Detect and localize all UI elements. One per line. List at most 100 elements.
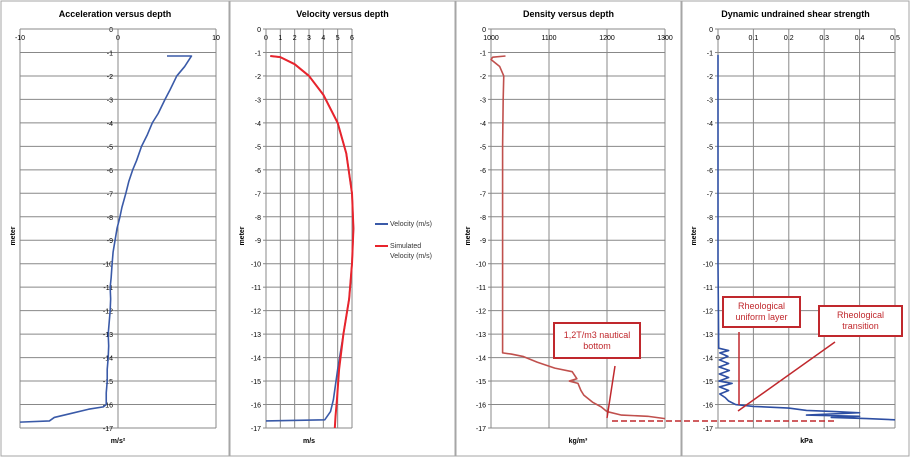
x-tick-label: 5 — [336, 35, 340, 42]
y-tick-label: -16 — [476, 403, 486, 410]
chart-panel — [229, 0, 456, 457]
y-tick-label: -13 — [703, 332, 713, 339]
y-tick-label: -14 — [251, 356, 261, 363]
y-tick-label: 0 — [257, 27, 261, 34]
y-tick-label: -4 — [707, 121, 713, 128]
legend-label: Simulated — [390, 243, 421, 250]
y-tick-label: -12 — [703, 309, 713, 316]
annotation-uniform-layer: Rheological uniform layer — [722, 296, 801, 328]
y-tick-label: -12 — [103, 309, 113, 316]
y-tick-label: -11 — [476, 285, 486, 292]
x-tick-label: 0.3 — [819, 35, 829, 42]
x-tick-label: 1200 — [599, 35, 615, 42]
y-tick-label: -17 — [703, 426, 713, 433]
y-tick-label: -10 — [703, 262, 713, 269]
y-tick-label: -11 — [703, 285, 713, 292]
x-axis-label: m/s — [303, 438, 315, 445]
annotation-leader — [606, 365, 616, 419]
series-line — [270, 54, 355, 429]
y-tick-label: -10 — [103, 262, 113, 269]
y-tick-label: -7 — [707, 191, 713, 198]
y-tick-label: -14 — [703, 356, 713, 363]
y-tick-label: -9 — [480, 238, 486, 245]
chart-title: Density versus depth — [523, 9, 614, 19]
y-tick-label: -8 — [707, 215, 713, 222]
y-tick-label: -6 — [707, 168, 713, 175]
x-tick-label: 0.2 — [784, 35, 794, 42]
x-tick-label: 10 — [212, 35, 220, 42]
x-tick-label: 3 — [307, 35, 311, 42]
chart-title: Velocity versus depth — [296, 9, 389, 19]
y-tick-label: -3 — [255, 97, 261, 104]
y-tick-label: -9 — [707, 238, 713, 245]
y-tick-label: -14 — [476, 356, 486, 363]
x-axis-label: kg/m³ — [569, 438, 588, 445]
y-tick-label: -7 — [255, 191, 261, 198]
x-tick-label: 6 — [350, 35, 354, 42]
y-tick-label: -1 — [707, 50, 713, 57]
y-tick-label: -4 — [107, 121, 113, 128]
y-tick-label: -2 — [480, 74, 486, 81]
y-tick-label: -10 — [476, 262, 486, 269]
chart-panel — [681, 0, 910, 457]
x-tick-label: 1300 — [657, 35, 673, 42]
annotation-transition: Rheological transition — [818, 305, 903, 337]
y-tick-label: -15 — [103, 379, 113, 386]
series-line — [19, 55, 193, 423]
x-tick-label: 2 — [293, 35, 297, 42]
y-tick-label: -1 — [255, 50, 261, 57]
y-tick-label: -1 — [480, 50, 486, 57]
y-tick-label: -5 — [480, 144, 486, 151]
y-tick-label: -2 — [707, 74, 713, 81]
chart-title: Acceleration versus depth — [59, 9, 172, 19]
x-tick-label: 4 — [321, 35, 325, 42]
series-line — [490, 55, 666, 420]
y-axis-label: meter — [239, 226, 246, 245]
y-tick-label: -13 — [251, 332, 261, 339]
y-tick-label: -15 — [251, 379, 261, 386]
chart-panel — [0, 0, 230, 457]
annotation-nautical-bottom: 1,2T/m3 nautical bottom — [553, 322, 641, 359]
y-tick-label: -16 — [103, 403, 113, 410]
y-tick-label: -2 — [255, 74, 261, 81]
y-tick-label: -9 — [107, 238, 113, 245]
y-axis-label: meter — [10, 226, 17, 245]
y-tick-label: -1 — [107, 50, 113, 57]
y-tick-label: -12 — [476, 309, 486, 316]
y-tick-label: -7 — [107, 191, 113, 198]
x-axis-label: m/s² — [111, 438, 126, 445]
y-tick-label: -11 — [251, 285, 261, 292]
y-tick-label: -10 — [251, 262, 261, 269]
y-tick-label: -3 — [480, 97, 486, 104]
y-tick-label: -17 — [103, 426, 113, 433]
x-tick-label: -10 — [15, 35, 25, 42]
y-tick-label: -4 — [480, 121, 486, 128]
chart-panel — [455, 0, 682, 457]
x-tick-label: 0.4 — [855, 35, 865, 42]
y-tick-label: -3 — [707, 97, 713, 104]
y-tick-label: -17 — [251, 426, 261, 433]
y-tick-label: -13 — [476, 332, 486, 339]
chart-title: Dynamic undrained shear strength — [721, 9, 870, 19]
y-tick-label: -6 — [480, 168, 486, 175]
y-tick-label: -11 — [103, 285, 113, 292]
y-tick-label: 0 — [709, 27, 713, 34]
y-tick-label: -5 — [707, 144, 713, 151]
y-tick-label: -8 — [255, 215, 261, 222]
y-tick-label: -3 — [107, 97, 113, 104]
x-axis-label: kPa — [800, 438, 813, 445]
y-axis-label: meter — [691, 226, 698, 245]
y-tick-label: -5 — [255, 144, 261, 151]
y-tick-label: -8 — [107, 215, 113, 222]
y-tick-label: -12 — [251, 309, 261, 316]
y-tick-label: -15 — [476, 379, 486, 386]
y-tick-label: -8 — [480, 215, 486, 222]
legend-label: Velocity (m/s) — [390, 253, 432, 260]
annotation-leader — [737, 341, 836, 412]
x-tick-label: 0.5 — [890, 35, 900, 42]
y-tick-label: -17 — [476, 426, 486, 433]
y-tick-label: 0 — [109, 27, 113, 34]
y-tick-label: -16 — [251, 403, 261, 410]
